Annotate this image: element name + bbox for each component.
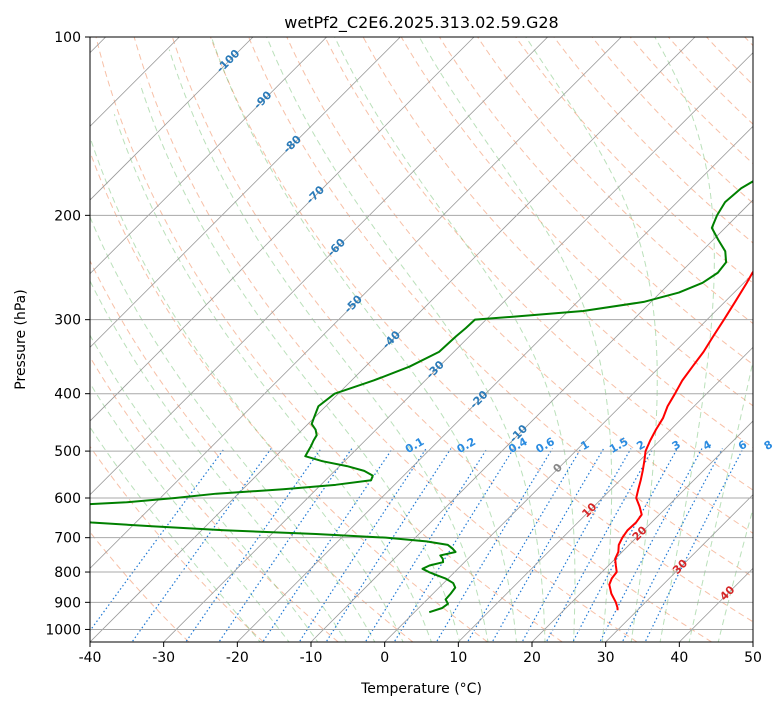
- isotherm-line: [237, 125, 753, 642]
- x-axis-label: Temperature (°C): [360, 681, 482, 697]
- dry-adiabat-line: [400, 37, 753, 407]
- dry-adiabat-line: [90, 259, 414, 642]
- mixing-ratio-line: [466, 448, 582, 642]
- x-tick-label: 30: [597, 650, 615, 666]
- mixing-ratio-line: [435, 448, 553, 642]
- moist-adiabat-line: [90, 382, 290, 642]
- isotherm-line: [310, 199, 753, 642]
- x-tick-label: 10: [449, 650, 467, 666]
- isotherm-line: [90, 37, 548, 496]
- dry-adiabat-line: [515, 37, 753, 284]
- isotherm-line: [90, 37, 254, 201]
- mixing-ratio-line: [364, 448, 488, 642]
- x-tick-label: 40: [670, 650, 688, 666]
- isotherm-line: [90, 37, 696, 642]
- mixing-ratio-line: [218, 448, 353, 642]
- moist-adiabat-line: [90, 135, 404, 642]
- x-tick-label: 0: [380, 650, 389, 666]
- mixing-ratio-line: [521, 448, 632, 642]
- isotherm-line: [605, 494, 753, 642]
- chart-axes: -40 -30 -20 -10 0 10 20 30 40 50 100 200 300 400 500 60…: [45, 30, 762, 666]
- mixing-ratio-line: [298, 448, 427, 642]
- y-tick-label: 800: [54, 565, 81, 581]
- dewpoint-profile: [90, 180, 753, 614]
- isotherm-line: [90, 37, 401, 348]
- isotherm-line: [163, 52, 753, 642]
- dry-adiabat-line: [133, 37, 638, 642]
- dry-adiabat-line: [324, 37, 753, 491]
- dry-adiabat-line: [477, 37, 753, 325]
- y-tick-label: 600: [54, 491, 81, 507]
- y-tick-label: 900: [54, 595, 81, 611]
- mixing-ratio-line: [545, 448, 654, 642]
- y-axis-label: Pressure (hPa): [13, 289, 29, 389]
- x-tick-label: 50: [744, 650, 762, 666]
- isotherm-line: [458, 346, 753, 642]
- y-tick-label: 700: [54, 531, 81, 547]
- moist-adiabat-line: [90, 279, 347, 642]
- chart-title: wetPf2_C2E6.2025.313.02.59.G28: [284, 13, 558, 33]
- isotherm-line: [531, 420, 753, 642]
- mixing-ratio-line: [393, 448, 515, 642]
- plot-frame: [89, 36, 754, 643]
- dry-adiabat-line: [90, 445, 264, 642]
- moist-adiabat-line: [90, 215, 376, 642]
- mixing-ratio-line: [325, 448, 452, 642]
- dry-adiabat-line: [171, 37, 712, 642]
- moist-adiabat-line: [90, 426, 261, 642]
- y-tick-label: 500: [54, 444, 81, 460]
- dry-adiabat-line: [629, 37, 753, 165]
- temperature-profile: [608, 270, 753, 611]
- x-tick-label: -30: [152, 650, 175, 666]
- mixing-ratio-line: [185, 448, 322, 642]
- isotherm-line: [90, 37, 475, 422]
- mixing-ratio-line: [621, 448, 723, 642]
- isotherm-line: [90, 37, 327, 275]
- chart-lines: [90, 37, 753, 642]
- dry-adiabat-line: [210, 37, 753, 623]
- x-tick-label: -40: [79, 650, 102, 666]
- mixing-ratio-line: [131, 448, 272, 642]
- mixing-ratio-line: [262, 448, 393, 642]
- y-tick-label: 100: [54, 30, 81, 46]
- y-tick-label: 1000: [45, 622, 81, 638]
- y-tick-label: 400: [54, 387, 81, 403]
- y-tick-label: 300: [54, 313, 81, 329]
- dry-adiabat-line: [248, 37, 753, 578]
- moist-adiabat-line: [90, 334, 319, 642]
- x-tick-label: -10: [300, 650, 323, 666]
- isotherm-line: [90, 37, 622, 569]
- dry-adiabat-line: [591, 37, 753, 204]
- moist-adiabat-line: [113, 114, 432, 642]
- isotherm-line: [384, 273, 753, 642]
- x-tick-label: 20: [523, 650, 541, 666]
- y-tick-label: 200: [54, 208, 81, 224]
- x-tick-label: -20: [226, 650, 249, 666]
